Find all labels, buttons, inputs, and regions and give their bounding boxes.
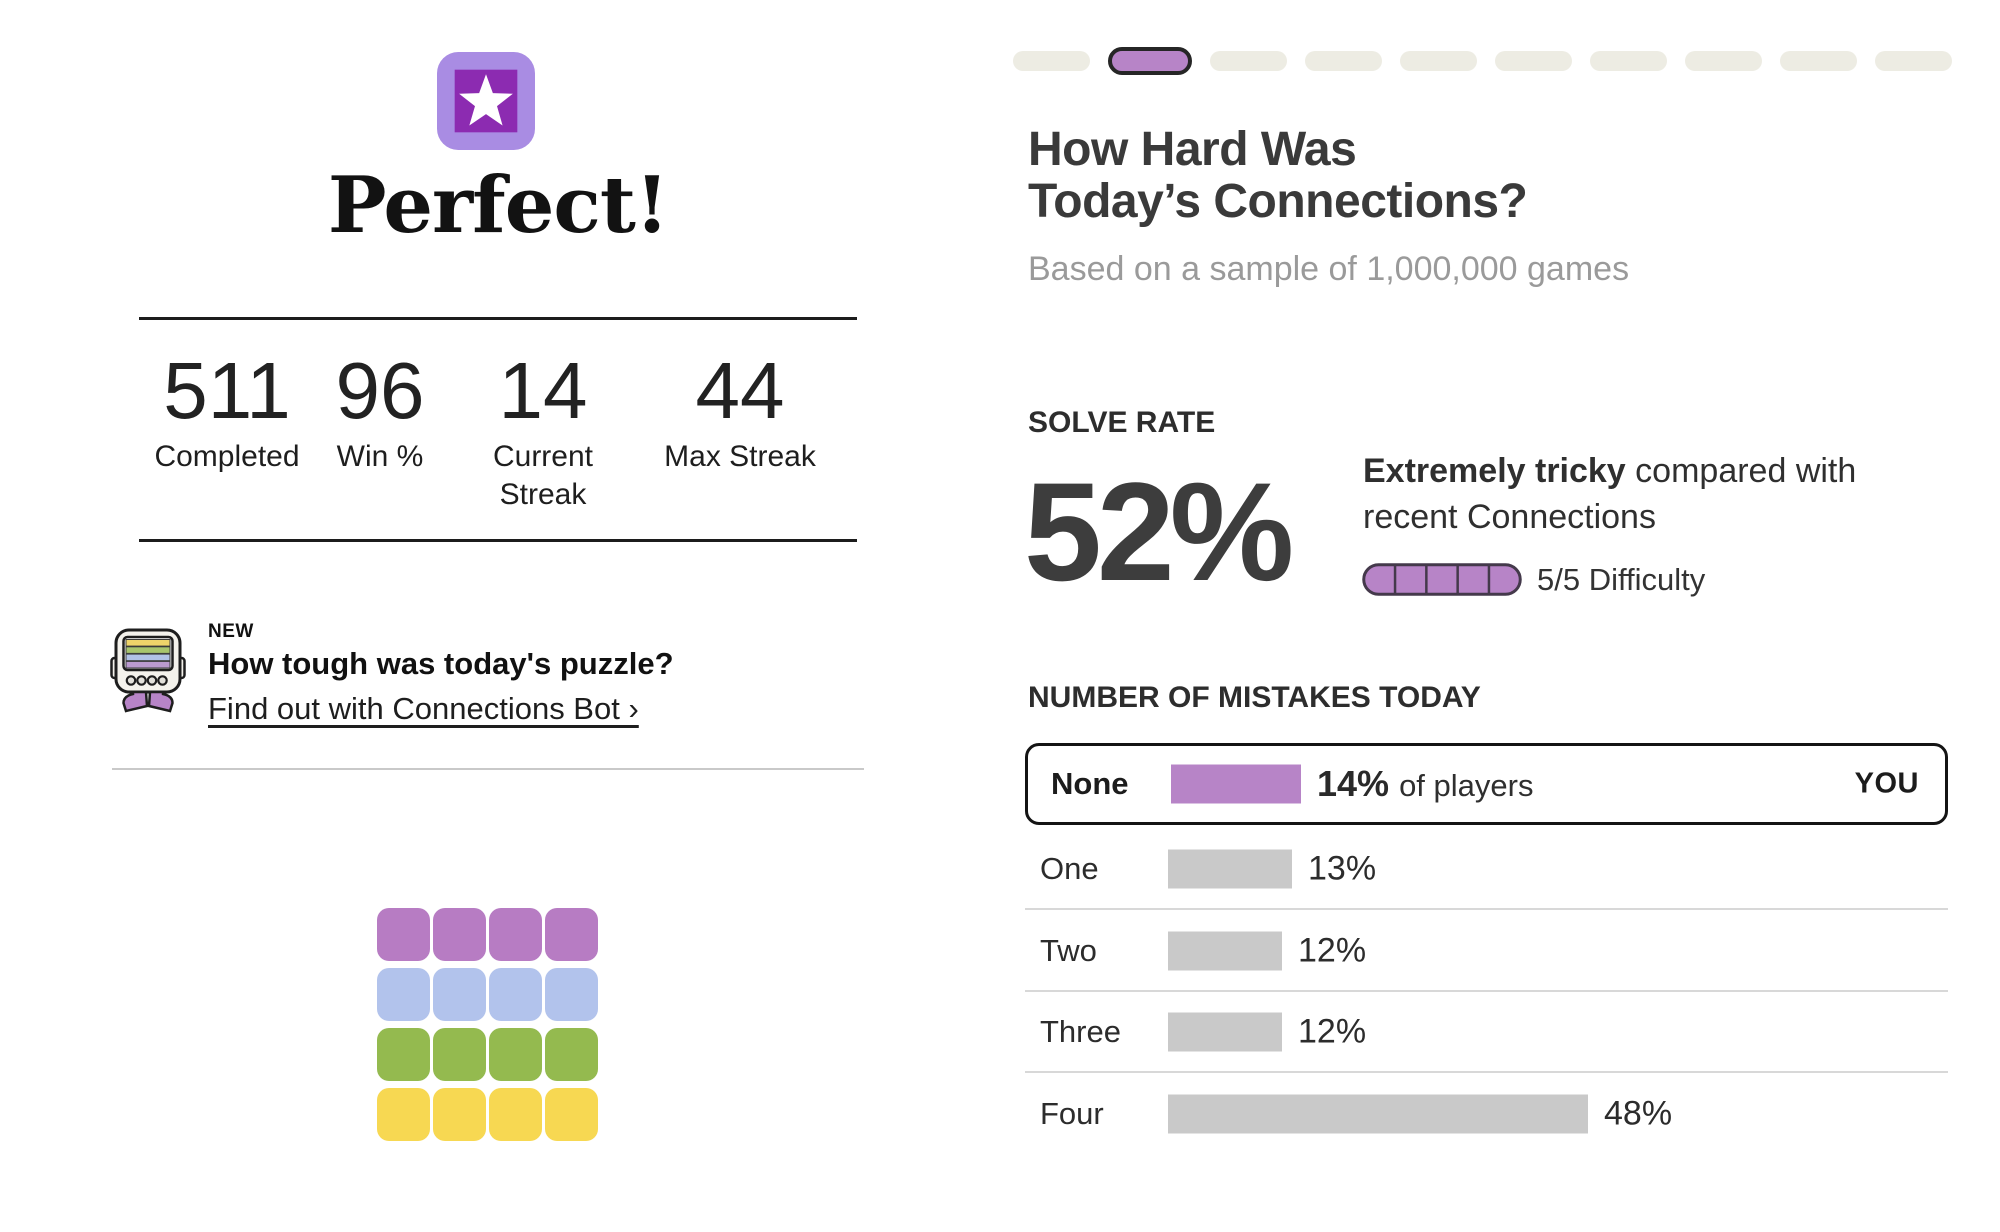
progress-pill[interactable]	[1685, 51, 1762, 71]
result-square-blue	[545, 968, 598, 1021]
result-square-green	[545, 1028, 598, 1081]
stat-current-streak-label: Current Streak	[492, 440, 594, 511]
mistakes-pct-none: 14%	[1317, 763, 1390, 804]
result-square-green	[433, 1028, 486, 1081]
result-square-blue	[433, 968, 486, 1021]
progress-pill[interactable]	[1305, 51, 1382, 71]
progress-pill[interactable]	[1210, 51, 1287, 71]
mistakes-row-label: Three	[1040, 1013, 1121, 1049]
result-square-yellow	[377, 1088, 430, 1141]
stat-win-pct-value: 96	[335, 346, 425, 435]
result-square-yellow	[433, 1088, 486, 1141]
mistakes-bar-none	[1171, 764, 1301, 804]
mistakes-pct-one: 13%	[1308, 849, 1377, 887]
result-square-purple	[433, 908, 486, 961]
progress-pill-active[interactable]	[1108, 47, 1192, 75]
result-square-purple	[545, 908, 598, 961]
promo-new-tag: NEW	[208, 621, 254, 642]
mistakes-pct-two: 12%	[1298, 931, 1367, 969]
you-badge: YOU	[1854, 767, 1919, 800]
stat-completed-label: Completed	[154, 440, 300, 473]
mistakes-row-label: None	[1051, 766, 1129, 801]
difficulty-comparison: Extremely tricky compared with recent Co…	[1363, 448, 1856, 540]
comparison-line2: recent Connections	[1363, 498, 1656, 536]
stat-completed: 511 Completed	[112, 348, 342, 476]
result-square-blue	[489, 968, 542, 1021]
result-square-purple	[377, 908, 430, 961]
mistakes-row-two: Two 12%	[1025, 931, 1948, 970]
result-square-blue	[377, 968, 430, 1021]
mistakes-row-label: Two	[1040, 932, 1097, 968]
progress-pill[interactable]	[1495, 51, 1572, 71]
result-square-green	[377, 1028, 430, 1081]
perfect-star-badge-icon	[437, 52, 535, 150]
section-divider	[112, 768, 864, 770]
solve-rate-label: SOLVE RATE	[1028, 406, 1216, 439]
mistakes-row-label: One	[1040, 850, 1099, 886]
row-divider	[1025, 1071, 1948, 1073]
promo-headline: How tough was today's puzzle?	[208, 646, 674, 681]
mistakes-bar-one	[1168, 849, 1292, 888]
solve-rate-value: 52%	[1024, 453, 1294, 610]
page-title-line1: How Hard Was	[1028, 123, 1357, 176]
mistakes-bar-two	[1168, 931, 1282, 970]
row-divider	[1025, 990, 1948, 992]
result-square-yellow	[489, 1088, 542, 1141]
connections-bot-icon	[110, 622, 186, 718]
stat-max-streak: 44 Max Streak	[625, 348, 855, 476]
stat-completed-value: 511	[163, 346, 291, 435]
result-title: Perfect!	[327, 160, 669, 251]
progress-pills	[1013, 47, 1952, 75]
row-divider	[1025, 908, 1948, 910]
stat-max-streak-value: 44	[695, 346, 785, 435]
page-title: How Hard Was Today’s Connections?	[1028, 123, 1528, 228]
mistakes-row-one: One 13%	[1025, 849, 1948, 888]
progress-pill[interactable]	[1013, 51, 1090, 71]
sample-subtitle: Based on a sample of 1,000,000 games	[1028, 250, 1630, 288]
mistakes-row-four: Four 48%	[1025, 1094, 1948, 1133]
mistakes-row-label: Four	[1040, 1095, 1104, 1131]
mistakes-row-none-highlight-box: None 14% of players YOU	[1025, 743, 1948, 825]
connections-bot-link[interactable]: Find out with Connections Bot ›	[208, 691, 639, 726]
comparison-bold: Extremely tricky	[1363, 452, 1626, 490]
difficulty-text: 5/5 Difficulty	[1537, 562, 1706, 597]
comparison-rest: compared with	[1625, 452, 1857, 490]
mistakes-bar-four	[1168, 1094, 1588, 1133]
stats-divider-bottom	[139, 539, 857, 542]
progress-pill[interactable]	[1590, 51, 1667, 71]
mistakes-bar-three	[1168, 1012, 1282, 1051]
mistakes-heading: NUMBER OF MISTAKES TODAY	[1028, 681, 1481, 714]
page-title-line2: Today’s Connections?	[1028, 175, 1528, 228]
stat-win-pct-label: Win %	[336, 440, 424, 473]
progress-pill[interactable]	[1400, 51, 1477, 71]
stat-current-streak-value: 14	[498, 346, 588, 435]
stat-win-pct: 96 Win %	[265, 348, 495, 476]
result-square-yellow	[545, 1088, 598, 1141]
stats-divider-top	[139, 317, 857, 320]
difficulty-meter	[1362, 563, 1522, 596]
progress-pill[interactable]	[1780, 51, 1857, 71]
mistakes-row-three: Three 12%	[1025, 1012, 1948, 1051]
mistakes-pct-four: 48%	[1604, 1094, 1673, 1132]
stat-current-streak: 14 Current Streak	[428, 348, 658, 514]
of-players-suffix: of players	[1399, 768, 1534, 803]
result-square-green	[489, 1028, 542, 1081]
stat-max-streak-label: Max Streak	[664, 440, 816, 473]
result-squares-grid	[377, 908, 598, 1141]
mistakes-pct-three: 12%	[1298, 1012, 1367, 1050]
progress-pill[interactable]	[1875, 51, 1952, 71]
result-square-purple	[489, 908, 542, 961]
